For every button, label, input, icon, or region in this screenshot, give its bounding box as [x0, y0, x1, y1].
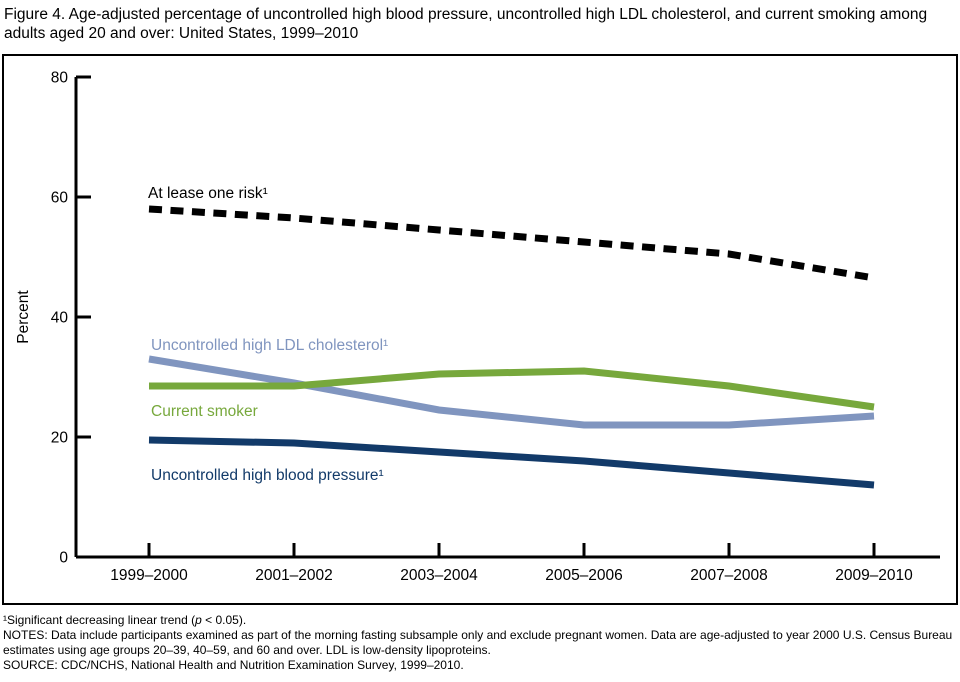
footnote-significance-post: < 0.05). [201, 613, 247, 627]
x-tick-label: 2001–2002 [255, 567, 333, 584]
chart-frame: 0 20 40 60 80 1999–2000 2001–2002 2003–2004 2005… [2, 54, 958, 605]
series-label-2: Current smoker [151, 403, 258, 420]
y-tick-label: 20 [51, 430, 69, 447]
footnote-source: SOURCE: CDC/NCHS, National Health and Nu… [3, 658, 464, 672]
series-line-2 [149, 367, 875, 411]
y-axis-title: Percent [15, 290, 32, 344]
footnote-significance-pre: ¹Significant decreasing linear trend ( [3, 613, 196, 627]
chart-svg: 0 20 40 60 80 1999–2000 2001–2002 2003–2004 2005… [15, 70, 940, 584]
series-label-1: Uncontrolled high LDL cholesterol¹ [151, 337, 388, 354]
series-line-3 [148, 436, 875, 489]
footnote-notes: NOTES: Data include participants examine… [3, 628, 953, 657]
y-tick-label: 60 [51, 190, 69, 207]
y-tick-label: 40 [51, 310, 69, 327]
footnote-significance: ¹Significant decreasing linear trend (p … [3, 613, 955, 628]
footnote-significance-pvar: p [195, 613, 202, 627]
footnotes: ¹Significant decreasing linear trend (p … [3, 613, 955, 673]
figure-title: Figure 4. Age-adjusted percentage of unc… [4, 6, 928, 42]
y-tick-label: 0 [59, 550, 68, 567]
series-label-3: Uncontrolled high blood pressure¹ [151, 467, 384, 484]
x-tick-label: 1999–2000 [110, 567, 188, 584]
series-label-0: At lease one risk¹ [148, 185, 268, 202]
series-line-1 [148, 355, 875, 429]
x-tick-label: 2007–2008 [690, 567, 768, 584]
series-line-0 [148, 205, 875, 282]
x-tick-label: 2003–2004 [400, 567, 478, 584]
x-tick-label: 2005–2006 [545, 567, 623, 584]
y-tick-label: 80 [51, 70, 69, 87]
x-tick-label: 2009–2010 [835, 567, 913, 584]
